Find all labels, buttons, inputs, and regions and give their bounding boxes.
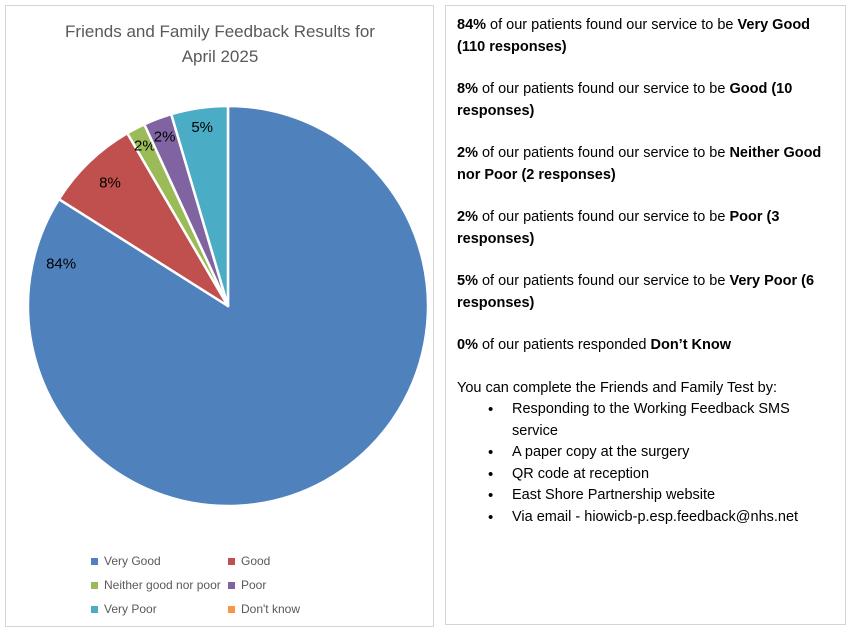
legend-marker-don-t-know	[228, 605, 235, 613]
legend-item-don-t-know: Don't know	[228, 602, 300, 616]
legend-label-don-t-know: Don't know	[241, 602, 300, 616]
stat-percent: 8%	[457, 81, 478, 97]
pie-label-neither-good-nor-poor: 2%	[134, 137, 156, 154]
legend-label-poor: Poor	[241, 578, 267, 592]
legend-row: Very Poor Don't know	[91, 597, 421, 621]
pie-label-very-good: 84%	[46, 255, 76, 272]
stat-text: of our patients found our service to be	[486, 17, 738, 33]
stat-category: Neither Good nor Poor (2 responses)	[457, 145, 822, 183]
chart-legend: Very Good Good Neither good nor poor Poor Ve…	[91, 549, 421, 621]
pie-chart: 84% 8% 2%2% 5%	[26, 104, 430, 508]
stat-text: of our patients found our service to be	[477, 145, 730, 161]
stat-percent: 2%	[457, 145, 478, 161]
stat-category: Don’t Know	[650, 337, 732, 353]
chart-title-line-2: April 2025	[181, 47, 259, 66]
stat-percent: 2%	[457, 209, 478, 225]
stat-text: of our patients found our service to be	[477, 81, 730, 97]
chart-title: Friends and Family Feedback Results for …	[40, 19, 400, 69]
stat-text: of our patients responded	[477, 337, 651, 353]
pie-label-very-poor: 5%	[191, 119, 213, 136]
chart-panel: Friends and Family Feedback Results for …	[5, 5, 434, 627]
stat-paragraph-2: 8% of our patients found our service to …	[457, 79, 835, 122]
stat-paragraph-3: 2% of our patients found our service to …	[457, 143, 835, 186]
summary-panel: 84% of our patients found our service to…	[445, 5, 846, 625]
legend-marker-good	[228, 557, 235, 565]
bullet-item-1: Responding to the Working Feedback SMS s…	[488, 399, 835, 442]
stat-category: Very Good (110 responses)	[457, 17, 811, 55]
stat-paragraph-1: 84% of our patients found our service to…	[457, 15, 835, 58]
cta-intro: You can complete the Friends and Family …	[457, 379, 777, 396]
legend-marker-very-good	[91, 557, 98, 565]
bullet-item-2: A paper copy at the surgery	[488, 442, 835, 464]
stat-category: Good (10 responses)	[457, 81, 793, 119]
stat-percent: 5%	[457, 273, 478, 289]
stat-percent: 0%	[457, 337, 478, 353]
cta-section: You can complete the Friends and Family …	[457, 378, 835, 529]
legend-item-very-good: Very Good	[91, 554, 228, 568]
legend-item-poor: Poor	[228, 578, 266, 592]
legend-label-good: Good	[241, 554, 271, 568]
bullet-item-4: East Shore Partnership website	[488, 485, 835, 507]
stat-text: of our patients found our service to be	[477, 209, 730, 225]
stat-paragraph-6: 0% of our patients responded Don’t Know	[457, 335, 835, 357]
legend-item-very-poor: Very Poor	[91, 602, 228, 616]
stat-paragraph-5: 5% of our patients found our service to …	[457, 271, 835, 314]
stat-category: Very Poor (6 responses)	[457, 273, 815, 311]
pie-label-good: 8%	[99, 175, 121, 192]
cta-bullet-list: Responding to the Working Feedback SMS s…	[457, 399, 835, 528]
stat-percent: 84%	[457, 17, 487, 33]
pie-slice-good	[57, 131, 230, 308]
chart-title-line-1: Friends and Family Feedback Results for	[65, 22, 375, 41]
stat-category: Poor (3 responses)	[457, 209, 780, 247]
legend-row: Neither good nor poor Poor	[91, 573, 421, 597]
legend-marker-very-poor	[91, 605, 98, 613]
legend-item-good: Good	[228, 554, 270, 568]
bullet-item-3: QR code at reception	[488, 464, 835, 486]
bullet-item-5: Via email - hiowicb-p.esp.feedback@nhs.n…	[488, 507, 835, 529]
stat-paragraph-4: 2% of our patients found our service to …	[457, 207, 835, 250]
legend-label-very-poor: Very Poor	[104, 602, 157, 616]
legend-row: Very Good Good	[91, 549, 421, 573]
legend-marker-neither-good-nor-poor	[91, 581, 98, 589]
stats-list: 84% of our patients found our service to…	[457, 15, 835, 357]
pie-slice-very-poor	[169, 104, 230, 308]
stat-text: of our patients found our service to be	[477, 273, 730, 289]
legend-marker-poor	[228, 581, 235, 589]
pie-label-poor: 2%	[154, 128, 176, 145]
legend-item-neither-good-nor-poor: Neither good nor poor	[91, 578, 228, 592]
legend-label-very-good: Very Good	[104, 554, 161, 568]
legend-label-neither-good-nor-poor: Neither good nor poor	[104, 578, 221, 592]
